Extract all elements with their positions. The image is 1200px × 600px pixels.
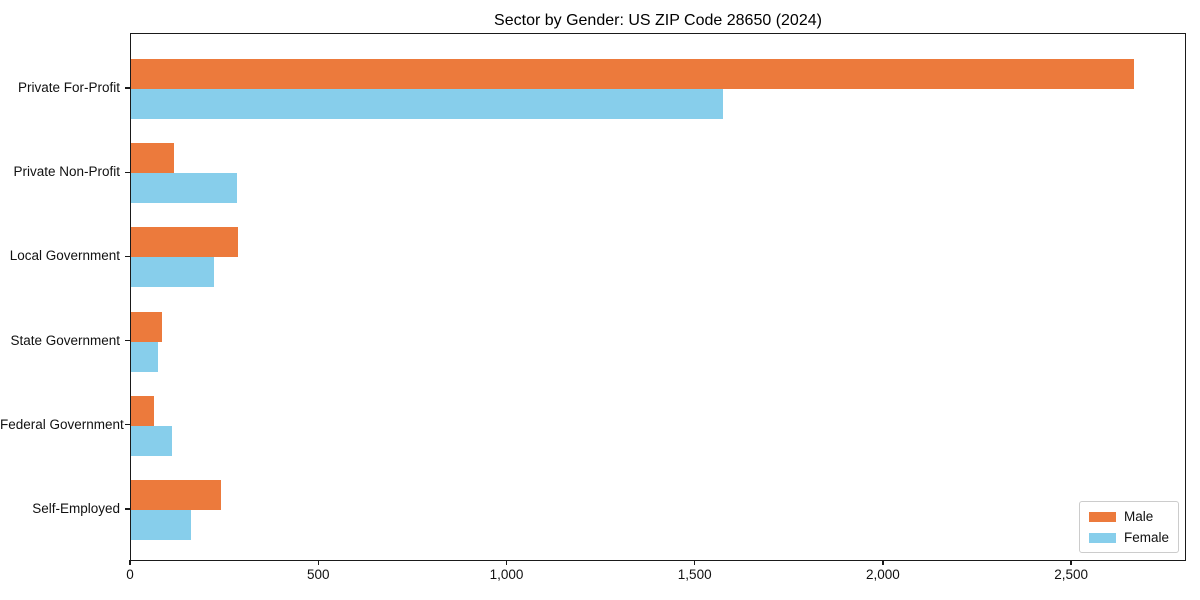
x-tick-label: 0 [126, 567, 134, 582]
y-tick-mark [125, 171, 130, 173]
legend-swatch-male-icon [1088, 511, 1116, 522]
y-tick-mark [125, 87, 130, 89]
bar-male-local-government [131, 227, 239, 258]
y-axis-category-label: Self-Employed [32, 501, 120, 516]
y-tick-mark [125, 339, 130, 342]
bar-female-self-employed [131, 510, 192, 540]
x-tick-label: 1,500 [677, 567, 712, 582]
y-axis-category-label: Local Government [9, 248, 120, 264]
y-axis-category-label: Private For-Profit [17, 80, 120, 95]
y-axis-category-label: Private Non-Profit [13, 164, 120, 180]
bar-male-self-employed [131, 480, 222, 510]
y-axis-category-label: State Government [10, 332, 120, 348]
legend: Male Female [1078, 501, 1179, 553]
x-tick-mark [1070, 560, 1072, 565]
y-tick-mark [125, 255, 130, 258]
legend-item-female: Female [1088, 530, 1169, 545]
bar-male-private-for-profit [131, 59, 1135, 89]
x-tick-mark [129, 560, 131, 565]
bar-group-private-non-profit [131, 143, 1185, 204]
x-tick-label: 2,500 [1054, 567, 1089, 582]
bar-group-federal-government [131, 395, 1185, 456]
legend-label-female: Female [1123, 530, 1169, 545]
x-tick-label: 500 [306, 567, 330, 582]
bar-female-local-government [131, 257, 214, 288]
bar-female-federal-government [131, 425, 173, 456]
x-tick-mark [694, 560, 696, 565]
y-tick-mark [125, 424, 130, 426]
x-tick-label: 1,000 [489, 567, 524, 582]
bar-group-self-employed [131, 480, 1185, 540]
x-tick-label: 2,000 [866, 567, 900, 582]
bar-male-state-government [131, 311, 162, 342]
legend-swatch-female-icon [1088, 532, 1116, 543]
x-tick-mark [317, 560, 319, 565]
legend-label-male: Male [1123, 509, 1154, 524]
x-tick-mark [505, 560, 508, 565]
y-axis-category-label: Federal Government [0, 416, 124, 432]
bar-group-private-for-profit [131, 59, 1185, 119]
bar-group-local-government [131, 227, 1185, 288]
bar-female-private-for-profit [131, 89, 723, 119]
bar-female-state-government [131, 341, 159, 372]
bar-male-federal-government [131, 395, 154, 426]
bar-female-private-non-profit [131, 173, 237, 204]
bar-group-state-government [131, 311, 1185, 372]
bar-male-private-non-profit [131, 143, 175, 174]
plot-area: Male Female [130, 33, 1186, 561]
y-tick-mark [125, 508, 130, 510]
legend-item-male: Male [1088, 509, 1169, 524]
x-tick-mark [882, 560, 884, 565]
chart-title: Sector by Gender: US ZIP Code 28650 (202… [494, 12, 822, 29]
